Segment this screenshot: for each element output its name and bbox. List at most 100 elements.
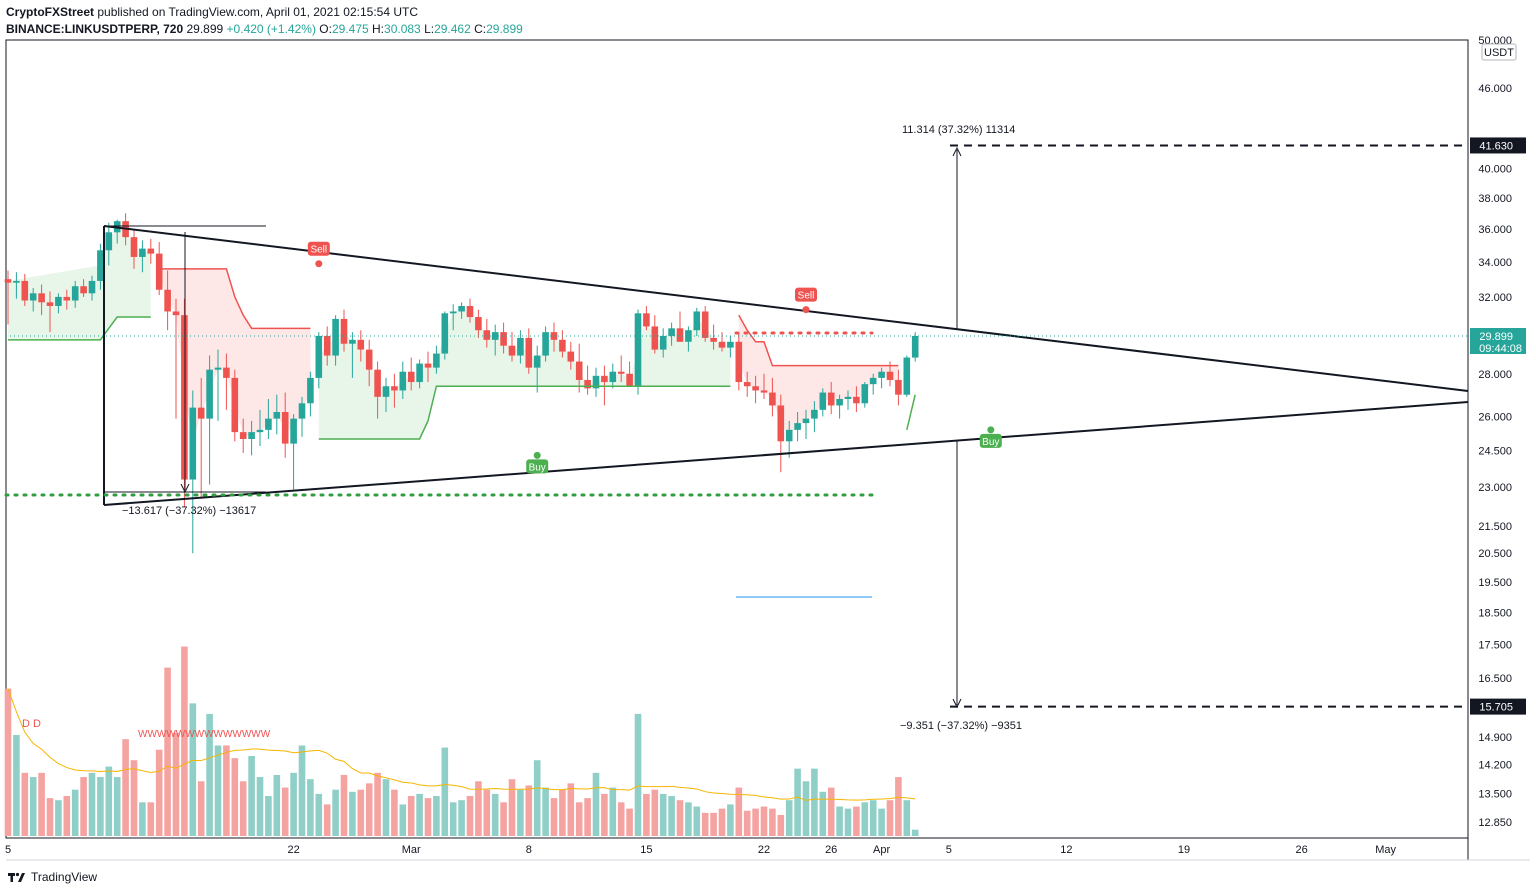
candle-body[interactable] xyxy=(197,407,205,419)
candle-body[interactable] xyxy=(609,371,617,383)
candle-body[interactable] xyxy=(794,423,801,430)
candle-body[interactable] xyxy=(155,253,163,290)
candle-body[interactable] xyxy=(869,377,877,385)
candle-body[interactable] xyxy=(575,361,583,380)
candle-body[interactable] xyxy=(315,335,323,378)
candle-body[interactable] xyxy=(836,398,843,406)
candle-body[interactable] xyxy=(214,367,222,370)
candle-body[interactable] xyxy=(416,363,423,383)
candle-body[interactable] xyxy=(374,369,381,397)
candle-body[interactable] xyxy=(248,432,255,439)
candle-body[interactable] xyxy=(80,286,87,294)
candle-body[interactable] xyxy=(340,318,348,344)
candle-body[interactable] xyxy=(601,375,608,383)
candle-body[interactable] xyxy=(542,332,549,356)
candle-body[interactable] xyxy=(475,317,482,331)
candle-body[interactable] xyxy=(349,339,356,344)
candle-body[interactable] xyxy=(769,392,776,406)
candle-body[interactable] xyxy=(693,311,701,331)
candle-body[interactable] xyxy=(147,248,155,254)
candle-body[interactable] xyxy=(281,412,289,444)
candle-body[interactable] xyxy=(365,349,373,370)
signal-badge-sell[interactable] xyxy=(795,287,817,302)
last-price-label-box[interactable] xyxy=(1470,327,1526,354)
candle-body[interactable] xyxy=(911,335,919,358)
candle-body[interactable] xyxy=(458,305,465,312)
candle-body[interactable] xyxy=(643,313,650,327)
candle-body[interactable] xyxy=(811,409,818,419)
candle-body[interactable] xyxy=(4,279,12,283)
signal-badge-sell[interactable] xyxy=(307,241,330,256)
candle-body[interactable] xyxy=(878,371,885,378)
candle-body[interactable] xyxy=(685,330,692,342)
price-axis[interactable]: 50.00046.00040.00038.00036.00034.00032.0… xyxy=(1470,35,1526,829)
candle-body[interactable] xyxy=(71,286,79,301)
candle-body[interactable] xyxy=(307,377,314,404)
candle-body[interactable] xyxy=(332,318,339,356)
candle-body[interactable] xyxy=(55,296,62,306)
candle-body[interactable] xyxy=(189,407,197,480)
candle-body[interactable] xyxy=(130,237,138,257)
candle-body[interactable] xyxy=(785,429,793,442)
candle-body[interactable] xyxy=(466,305,474,318)
candle-body[interactable] xyxy=(290,418,297,444)
candle-body[interactable] xyxy=(139,248,146,257)
candle-body[interactable] xyxy=(29,293,37,301)
candle-body[interactable] xyxy=(483,330,491,340)
candle-body[interactable] xyxy=(491,332,499,340)
candle-body[interactable] xyxy=(97,250,104,281)
candle-body[interactable] xyxy=(861,384,869,404)
candle-body[interactable] xyxy=(525,337,533,368)
candle-body[interactable] xyxy=(592,375,600,389)
candle-body[interactable] xyxy=(659,335,667,350)
candle-body[interactable] xyxy=(88,280,96,294)
drawings[interactable]: 11.314 (37.32%) 11314 −13.617 (−37.32%) −… xyxy=(4,124,1469,732)
candle-body[interactable] xyxy=(895,379,902,395)
candle-body[interactable] xyxy=(844,396,852,399)
candle-body[interactable] xyxy=(172,311,180,316)
time-axis[interactable]: 5 22 Mar 8 15 22 26 Apr 5 12 19 26 May xyxy=(5,844,1397,856)
candle-body[interactable] xyxy=(441,313,449,354)
candle-body[interactable] xyxy=(760,390,768,393)
candle-body[interactable] xyxy=(391,386,398,391)
candle-body[interactable] xyxy=(559,339,566,352)
candle-body[interactable] xyxy=(727,341,734,348)
candle-body[interactable] xyxy=(21,280,29,301)
candle-body[interactable] xyxy=(676,328,684,342)
candle-body[interactable] xyxy=(181,315,188,480)
candle-body[interactable] xyxy=(256,429,264,433)
candle-body[interactable] xyxy=(819,392,827,410)
candle-body[interactable] xyxy=(223,367,230,378)
candle-body[interactable] xyxy=(407,371,415,383)
candle-body[interactable] xyxy=(651,326,659,350)
candle-body[interactable] xyxy=(777,405,785,442)
candle-body[interactable] xyxy=(626,373,633,387)
candle-body[interactable] xyxy=(13,280,20,283)
candle-body[interactable] xyxy=(533,355,541,368)
candle-body[interactable] xyxy=(231,377,239,433)
candle-body[interactable] xyxy=(710,337,717,342)
signal-badge-buy[interactable] xyxy=(979,433,1002,448)
candle-body[interactable] xyxy=(273,412,281,419)
candle-body[interactable] xyxy=(718,341,726,348)
candle-body[interactable] xyxy=(298,403,306,419)
candle-body[interactable] xyxy=(265,418,272,430)
candle-body[interactable] xyxy=(323,335,331,356)
signal-badge-buy[interactable] xyxy=(526,459,549,474)
candle-body[interactable] xyxy=(38,293,45,303)
symbol-name[interactable]: BINANCE:LINKUSDTPERP, 720 xyxy=(6,22,184,36)
candle-body[interactable] xyxy=(399,371,407,391)
candle-body[interactable] xyxy=(357,339,365,350)
candle-body[interactable] xyxy=(634,313,642,387)
candle-body[interactable] xyxy=(668,328,675,336)
candle-body[interactable] xyxy=(584,379,591,389)
candle-body[interactable] xyxy=(743,382,751,387)
candle-body[interactable] xyxy=(567,351,575,362)
candle-body[interactable] xyxy=(105,232,113,251)
target-up-price-label-box[interactable] xyxy=(1470,137,1526,154)
candle-body[interactable] xyxy=(382,386,390,397)
candles[interactable] xyxy=(4,213,919,554)
candle-body[interactable] xyxy=(239,432,247,439)
candle-body[interactable] xyxy=(46,302,54,306)
